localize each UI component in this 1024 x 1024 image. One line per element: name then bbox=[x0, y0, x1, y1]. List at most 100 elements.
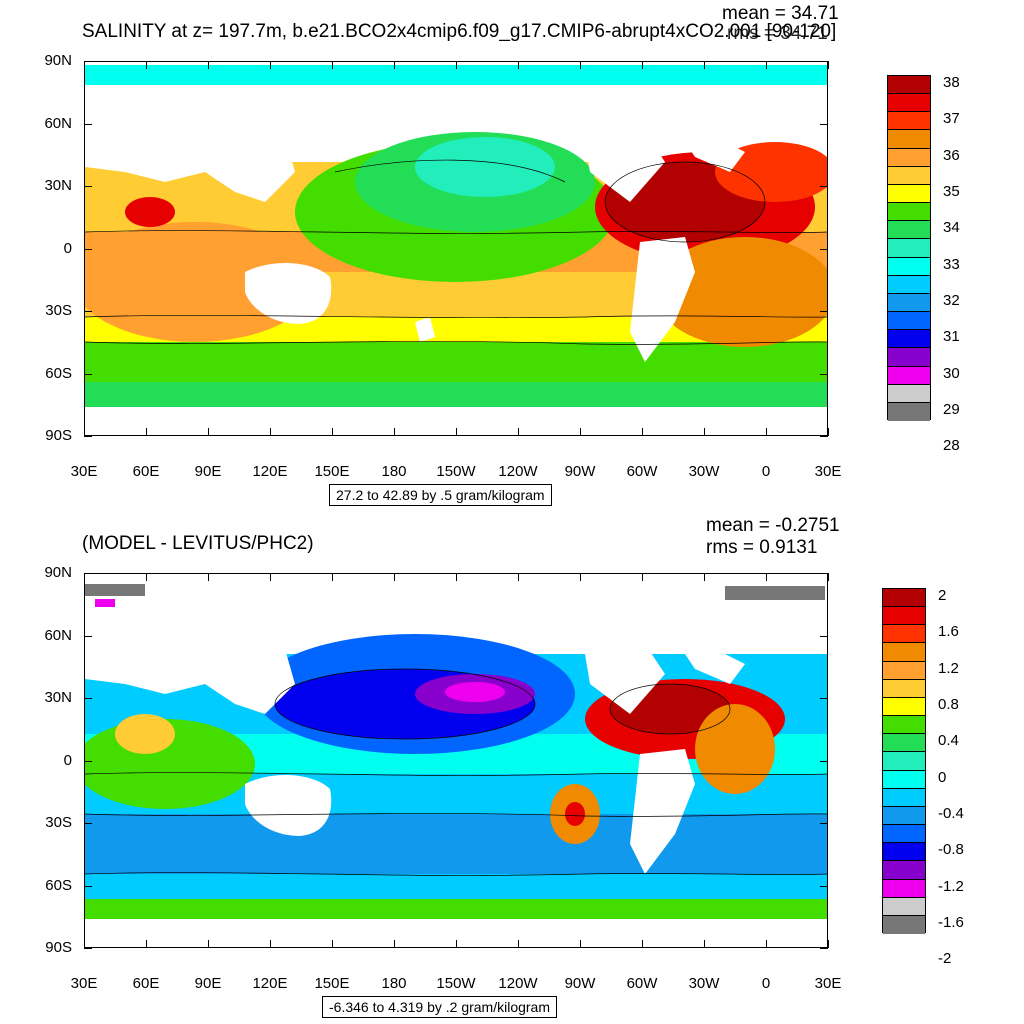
panel1-colorbar-swatch bbox=[888, 166, 930, 185]
panel1-lon-tick bbox=[580, 428, 581, 436]
panel2-lat-tick bbox=[84, 698, 92, 699]
panel1-lon-label: 60W bbox=[626, 463, 658, 480]
panel1-lat-tick bbox=[820, 61, 828, 62]
panel2-lat-tick bbox=[820, 635, 828, 637]
panel1-lon-tick bbox=[828, 61, 829, 69]
panel2-lon-label: 30W bbox=[688, 975, 720, 992]
panel2-colorbar-swatch bbox=[883, 607, 925, 626]
panel1-lat-label: 60N bbox=[44, 114, 72, 132]
panel2-title: (MODEL - LEVITUS/PHC2) bbox=[82, 533, 314, 554]
panel2-lat-label: 60N bbox=[44, 626, 72, 644]
panel1-colorbar-swatch bbox=[888, 366, 930, 385]
panel1-lon-label: 150W bbox=[436, 463, 476, 480]
panel1-lon-tick bbox=[394, 61, 395, 69]
panel1-lon-label: 120E bbox=[252, 463, 288, 480]
panel2-lon-label: 60W bbox=[626, 975, 658, 992]
panel2-lon-tick bbox=[332, 573, 333, 581]
panel1-mean: mean = 34.71 bbox=[722, 3, 839, 24]
panel2-mean: mean = -0.2751 bbox=[706, 515, 840, 536]
panel1-colorbar-swatch bbox=[888, 257, 930, 276]
panel1-lon-tick bbox=[84, 428, 85, 436]
panel2-colorbar-swatch bbox=[883, 697, 925, 717]
panel1-colorbar-label: 37 bbox=[943, 110, 960, 128]
panel1-colorbar-swatch bbox=[888, 402, 930, 421]
panel2-lon-tick bbox=[518, 573, 519, 581]
panel2-lon-tick bbox=[394, 940, 395, 948]
panel2-colorbar-swatch bbox=[883, 788, 925, 807]
panel2-colorbar-swatch bbox=[883, 679, 925, 698]
panel2-colorbar-swatch bbox=[883, 661, 925, 680]
panel2-rms: rms = 0.9131 bbox=[706, 537, 818, 558]
panel2-colorbar-label: -1.6 bbox=[938, 913, 964, 931]
panel2-lon-label: 60E bbox=[132, 975, 160, 992]
panel1-colorbar-swatch bbox=[888, 148, 930, 167]
panel2-lat-label: 90N bbox=[44, 564, 72, 581]
panel2-lon-label: 120E bbox=[252, 975, 288, 992]
panel1-lon-tick bbox=[704, 61, 705, 69]
panel1-lon-tick bbox=[332, 428, 333, 436]
panel1-lon-tick bbox=[766, 61, 767, 69]
panel1-lon-tick bbox=[456, 428, 457, 436]
panel1-colorbar-label: 31 bbox=[943, 328, 960, 346]
panel2-colorbar-swatch bbox=[883, 825, 925, 844]
panel1-colorbar-swatch bbox=[888, 221, 930, 240]
panel1-lon-tick bbox=[270, 61, 271, 69]
panel2-lon-tick bbox=[766, 940, 767, 948]
panel1-colorbar-swatch bbox=[888, 184, 930, 204]
panel2-lon-label: 30E bbox=[70, 975, 98, 992]
panel2-lon-label: 180 bbox=[381, 975, 407, 992]
panel1-lat-tick bbox=[84, 311, 92, 312]
panel2-lat-tick bbox=[84, 635, 92, 637]
panel2-lat-tick bbox=[84, 760, 92, 762]
panel1-lat-tick bbox=[84, 248, 92, 250]
panel1-lat-tick bbox=[820, 311, 828, 312]
panel1-lat-tick bbox=[84, 373, 92, 375]
panel1-lat-label: 0 bbox=[63, 239, 72, 257]
panel2-colorbar-swatch bbox=[883, 843, 925, 862]
panel2-colorbar-label: 0 bbox=[938, 768, 947, 786]
panel2-lat-label: 30N bbox=[44, 689, 72, 706]
panel1-colorbar-swatch bbox=[888, 348, 930, 367]
panel1-lat-label: 90S bbox=[45, 427, 72, 444]
panel2-lat-tick bbox=[820, 760, 828, 762]
panel2-lat-tick bbox=[84, 948, 92, 949]
panel2-colorbar-swatch bbox=[883, 879, 925, 898]
panel1-colorbar-swatch bbox=[888, 312, 930, 331]
panel2-colorbar-swatch bbox=[883, 734, 925, 753]
panel2-colorbar bbox=[882, 588, 926, 934]
panel2-colorbar-label: -1.2 bbox=[938, 877, 964, 895]
panel1-lon-label: 30W bbox=[688, 463, 720, 480]
panel1-lat-tick bbox=[84, 61, 92, 62]
panel1-colorbar-swatch bbox=[888, 94, 930, 113]
panel1-colorbar-swatch bbox=[888, 130, 930, 149]
panel1-colorbar-label: 34 bbox=[943, 219, 960, 237]
panel1-lon-tick bbox=[766, 428, 767, 436]
panel1-lon-tick bbox=[84, 61, 85, 69]
panel1-lat-tick bbox=[820, 248, 828, 250]
panel1-colorbar-swatch bbox=[888, 275, 930, 294]
panel2-lat-tick bbox=[820, 823, 828, 824]
panel2-lon-label: 150E bbox=[314, 975, 350, 992]
panel1-colorbar-swatch bbox=[888, 330, 930, 349]
panel2-lon-label: 90W bbox=[564, 975, 596, 992]
panel2-lat-tick bbox=[84, 823, 92, 824]
panel1-lat-label: 60S bbox=[45, 364, 72, 382]
panel2-colorbar-label: 1.2 bbox=[938, 659, 959, 677]
panel2-lat-tick bbox=[84, 573, 92, 574]
panel1-lon-tick bbox=[208, 428, 209, 436]
panel1-lon-label: 90W bbox=[564, 463, 596, 480]
panel2-colorbar-swatch bbox=[883, 589, 925, 608]
panel2-colorbar-swatch bbox=[883, 752, 925, 771]
panel1-colorbar-label: 36 bbox=[943, 146, 960, 164]
panel2-lon-label: 120W bbox=[498, 975, 538, 992]
panel2-lon-tick bbox=[642, 573, 643, 581]
panel2-lon-label: 150W bbox=[436, 975, 476, 992]
panel2-lat-label: 60S bbox=[45, 876, 72, 894]
panel2-lon-tick bbox=[84, 573, 85, 581]
panel2-colorbar-label: 1.6 bbox=[938, 623, 959, 641]
panel2-colorbar-label: -2 bbox=[938, 950, 952, 968]
panel2-lon-tick bbox=[704, 573, 705, 581]
panel2-colorbar-swatch bbox=[883, 716, 925, 735]
panel2-lon-tick bbox=[394, 573, 395, 581]
panel1-lat-tick bbox=[820, 123, 828, 125]
